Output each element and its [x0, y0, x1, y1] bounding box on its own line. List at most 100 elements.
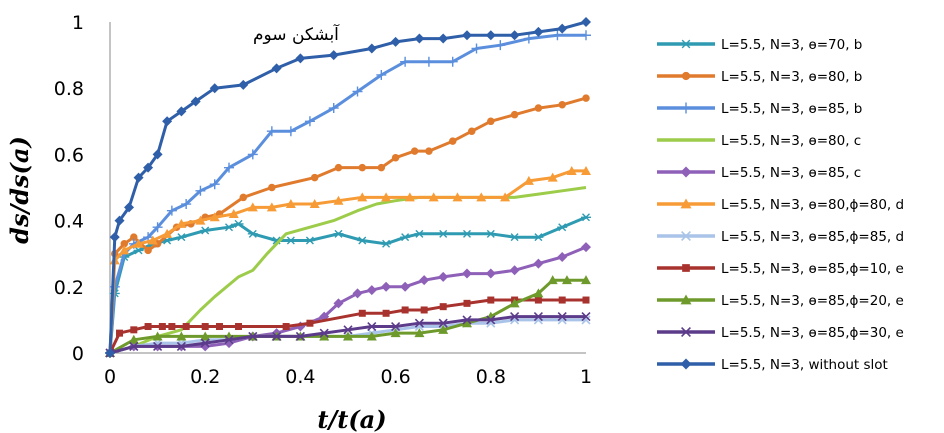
- data-point: [523, 175, 534, 185]
- data-point: [158, 323, 166, 331]
- data-point: [428, 192, 439, 202]
- data-point: [285, 199, 296, 209]
- legend-item: L=5.5, N=3, ɵ=85,ɸ=20, e: [657, 293, 904, 309]
- data-point: [476, 192, 487, 202]
- data-point: [486, 315, 496, 325]
- data-point: [181, 199, 192, 210]
- data-point: [239, 193, 248, 202]
- data-point: [285, 126, 296, 137]
- y-tick-labels: 0 0.2 0.4 0.6 0.8 1: [54, 12, 84, 365]
- data-point: [215, 323, 223, 331]
- data-point: [487, 296, 495, 304]
- data-point: [133, 246, 144, 255]
- data-point: [485, 30, 496, 41]
- series-10: [105, 312, 591, 358]
- data-point: [114, 215, 125, 226]
- data-point: [462, 315, 472, 325]
- data-point: [328, 50, 339, 61]
- data-point: [547, 172, 558, 182]
- data-point: [152, 149, 163, 160]
- data-point: [452, 192, 463, 202]
- data-point: [144, 246, 152, 255]
- data-point: [462, 30, 472, 41]
- data-point: [438, 229, 449, 238]
- data-point: [534, 296, 542, 304]
- data-point: [495, 40, 506, 51]
- data-point: [582, 94, 590, 102]
- data-point: [109, 232, 120, 243]
- data-point: [485, 268, 496, 279]
- data-point: [105, 348, 115, 358]
- data-point: [195, 215, 206, 225]
- data-point: [285, 236, 296, 245]
- y-axis-title: ds/ds(a): [5, 136, 34, 244]
- data-point: [533, 312, 543, 322]
- data-point: [463, 299, 471, 307]
- data-point: [304, 236, 315, 245]
- data-point: [534, 104, 543, 112]
- data-point: [162, 116, 173, 127]
- data-point: [200, 226, 211, 235]
- data-point: [381, 239, 392, 248]
- y-tick-label: 0.2: [54, 277, 84, 299]
- data-point: [343, 325, 353, 335]
- data-point: [129, 341, 139, 351]
- data-point: [681, 231, 691, 241]
- data-point: [462, 268, 472, 279]
- data-point: [581, 242, 591, 253]
- x-tick-label: 0.2: [190, 366, 220, 388]
- data-point: [133, 172, 144, 183]
- data-point: [509, 265, 520, 276]
- data-point: [581, 17, 591, 27]
- data-point: [130, 233, 138, 241]
- series-3: [105, 30, 591, 358]
- legend-item: L=5.5, N=3, ɵ=70, b: [657, 37, 862, 53]
- data-point: [306, 319, 314, 327]
- x-tick-label: 1: [580, 366, 592, 388]
- data-point: [319, 331, 330, 341]
- data-point: [680, 102, 692, 114]
- data-point: [309, 199, 320, 209]
- data-point: [333, 298, 344, 309]
- data-point: [152, 331, 163, 341]
- data-point: [233, 219, 244, 228]
- legend-item: L=5.5, N=3, ɵ=85, c: [657, 165, 861, 181]
- data-point: [272, 331, 282, 342]
- data-point: [410, 147, 419, 155]
- data-point: [366, 331, 377, 341]
- x-tick-label: 0: [104, 366, 116, 388]
- data-point: [176, 331, 187, 341]
- data-point: [124, 202, 135, 213]
- data-point: [680, 358, 692, 370]
- data-point: [153, 341, 163, 351]
- data-point: [581, 312, 591, 322]
- data-point: [400, 233, 411, 242]
- data-point: [680, 166, 692, 178]
- y-tick-label: 1: [72, 12, 84, 34]
- data-point: [400, 56, 411, 67]
- data-point: [557, 252, 568, 263]
- chart-annotation: آبشکن سوم: [253, 23, 340, 45]
- data-point: [120, 240, 129, 248]
- data-point: [582, 296, 590, 304]
- legend-item: L=5.5, N=3, ɵ=80,ɸ=80, d: [657, 197, 904, 213]
- data-point: [487, 117, 495, 126]
- data-point: [510, 312, 520, 322]
- data-point: [176, 218, 187, 228]
- legend-label: L=5.5, N=3, ɵ=85, b: [721, 101, 862, 117]
- series-layer: [105, 17, 591, 358]
- data-point: [282, 323, 290, 331]
- data-point: [166, 205, 177, 216]
- x-tick-label: 0.6: [380, 366, 410, 388]
- data-point: [680, 198, 692, 209]
- data-point: [510, 110, 519, 119]
- data-point: [209, 212, 220, 222]
- data-point: [557, 223, 568, 232]
- data-point: [334, 163, 343, 172]
- data-point: [358, 163, 367, 172]
- data-point: [414, 33, 425, 44]
- data-point: [419, 275, 430, 286]
- data-point: [382, 309, 390, 317]
- legend-item: L=5.5, N=3, ɵ=85,ɸ=10, e: [657, 261, 904, 277]
- data-point: [376, 69, 387, 80]
